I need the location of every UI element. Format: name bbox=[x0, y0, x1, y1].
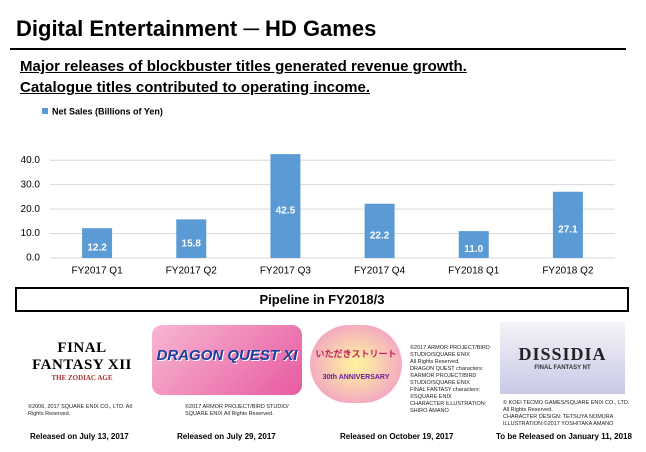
logo-text: 30th ANNIVERSARY bbox=[322, 374, 390, 381]
y-tick-label: 40.0 bbox=[21, 155, 41, 166]
copyright-line: ©ARMOR PROJECT/BIRD bbox=[410, 373, 477, 379]
value-label: 15.8 bbox=[182, 238, 202, 249]
copyright-line: © KOEI TECMO GAMES/SQUARE ENIX CO., LTD. bbox=[503, 400, 630, 406]
copyright-line: DRAGON QUEST characters: bbox=[410, 366, 484, 372]
value-label: 11.0 bbox=[464, 244, 483, 255]
x-tick-label: FY2018 Q1 bbox=[448, 266, 500, 277]
bar bbox=[270, 154, 301, 258]
release-date: Released on October 19, 2017 bbox=[340, 432, 454, 441]
logo-text: DRAGON QUEST XI bbox=[156, 347, 298, 364]
copyright-line: CHARACTER ILLUSTRATION: bbox=[410, 401, 487, 407]
pipeline-title: Pipeline in FY2018/3 bbox=[15, 287, 629, 312]
copyright-line: Rights Reserved. bbox=[28, 411, 71, 417]
logo-text: いただきストリート bbox=[315, 349, 397, 359]
copyright-line: ©2017 ARMOR PROJECT/BIRD bbox=[410, 345, 490, 351]
slide-title: Digital Entertainment ─ HD Games bbox=[16, 16, 377, 41]
y-tick-label: 30.0 bbox=[21, 179, 41, 190]
logo-text: THE ZODIAC AGE bbox=[51, 374, 113, 382]
logo: FINAL FANTASY XII THE ZODIAC AGE bbox=[22, 340, 142, 382]
copyright-line: ILLUSTRATION:©2017 YOSHITAKA AMANO bbox=[503, 421, 614, 427]
legend-label: Net Sales (Billions of Yen) bbox=[52, 106, 163, 116]
copyright-line: SHIRO AMANO bbox=[410, 408, 449, 414]
copyright-line: STUDIO/SQUARE ENIX bbox=[410, 352, 470, 358]
release-date: To be Released on January 11, 2018 bbox=[496, 432, 632, 441]
bar bbox=[552, 191, 583, 258]
copyright-line: All Rights Reserved. bbox=[503, 407, 553, 413]
logo-text: FINAL FANTASY NT bbox=[534, 365, 591, 371]
y-tick-label: 20.0 bbox=[21, 204, 41, 215]
y-tick-label: 10.0 bbox=[21, 228, 41, 239]
subtitle: Major releases of blockbuster titles gen… bbox=[20, 58, 467, 75]
x-tick-label: FY2017 Q4 bbox=[354, 266, 406, 277]
value-label: 27.1 bbox=[558, 225, 578, 236]
logo: いただきストリート 30th ANNIVERSARY bbox=[310, 325, 402, 403]
chart: Net Sales (Billions of Yen) 0.0 10.0 20.0 3… bbox=[21, 106, 615, 277]
logo: DRAGON QUEST XI bbox=[152, 325, 302, 395]
subtitle: Catalogue titles contributed to operatin… bbox=[20, 79, 371, 96]
bar bbox=[176, 219, 207, 258]
value-label: 42.5 bbox=[276, 206, 296, 217]
release-date: Released on July 29, 2017 bbox=[177, 432, 276, 441]
bar bbox=[458, 231, 489, 258]
bar bbox=[82, 228, 113, 258]
release-date: Released on July 13, 2017 bbox=[30, 432, 129, 441]
copyright-line: SQUARE ENIX All Rights Reserved. bbox=[185, 411, 274, 417]
x-tick-label: FY2018 Q2 bbox=[542, 266, 594, 277]
value-label: 22.2 bbox=[370, 231, 390, 242]
copyright-line: All Rights Reserved. bbox=[410, 359, 460, 365]
bar bbox=[364, 203, 395, 258]
logo: DISSIDIA FINAL FANTASY NT bbox=[500, 322, 625, 394]
x-tick-label: FY2017 Q1 bbox=[72, 266, 124, 277]
copyright-line: ©2017 ARMOR PROJECT/BIRD STUDIO/ bbox=[185, 404, 289, 410]
logo-text: FINAL FANTASY XII bbox=[32, 340, 132, 373]
legend-swatch bbox=[42, 108, 48, 114]
copyright-line: ©SQUARE ENIX bbox=[410, 394, 452, 400]
copyright-line: CHARACTER DESIGN: TETSUYA NOMURA bbox=[503, 414, 614, 420]
copyright-line: FINAL FANTASY characters: bbox=[410, 387, 481, 393]
title-rule bbox=[10, 48, 626, 50]
copyright-line: STUDIO/SQUARE ENIX bbox=[410, 380, 470, 386]
x-tick-label: FY2017 Q2 bbox=[166, 266, 218, 277]
copyright-line: ©2006, 2017 SQUARE ENIX CO., LTD. All bbox=[28, 404, 132, 410]
y-tick-label: 0.0 bbox=[26, 253, 40, 264]
x-tick-label: FY2017 Q3 bbox=[260, 266, 312, 277]
value-label: 12.2 bbox=[87, 243, 107, 254]
logo-text: DISSIDIA bbox=[518, 344, 607, 364]
